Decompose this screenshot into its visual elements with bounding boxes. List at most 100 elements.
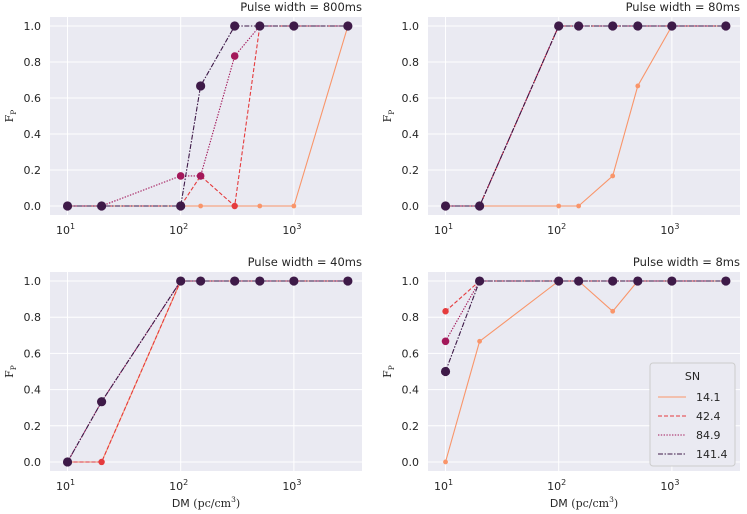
y-tick-label: 0.0 [402,456,420,469]
data-point-84.9 [176,172,185,180]
x-tick-exponent: 3 [296,478,301,487]
y-tick-label: 0.8 [24,311,42,324]
x-tick-base: 10 [169,480,183,493]
legend-entry-14.1: 14.1 [696,391,721,404]
y-axis-label-subscript: P [387,110,396,115]
data-point-141.4 [440,366,451,377]
series-line-14.1 [445,25,726,207]
x-tick-base: 10 [660,224,674,237]
x-tick-exponent: 3 [674,478,679,487]
x-tick-exponent: 1 [448,222,453,231]
y-axis-label-main: F [3,370,16,378]
data-point-84.9 [230,52,239,60]
x-tick-label: 103 [282,222,301,237]
x-tick-base: 10 [282,480,296,493]
y-tick-label: 0.0 [24,200,42,213]
data-point-141.4 [176,276,186,286]
x-tick-base: 10 [434,480,448,493]
x-tick-label: 101 [56,222,75,237]
x-tick-label: 102 [547,222,566,237]
y-tick-label: 0.0 [402,200,420,213]
x-tick-base: 10 [56,480,70,493]
y-tick-label: 0.2 [24,164,42,177]
x-tick-exponent: 2 [183,478,188,487]
x-tick-label: 101 [434,478,453,493]
y-axis-label: FP [381,365,396,378]
data-point-141.4 [343,276,353,286]
data-point-141.4 [196,276,206,286]
data-point-42.4 [442,308,449,315]
data-point-14.1 [576,203,582,209]
x-tick-base: 10 [56,224,70,237]
series-line-141.4 [67,25,348,207]
legend-title: SN [685,370,700,383]
data-point-42.4 [98,458,105,466]
data-point-141.4 [721,21,731,31]
data-point-141.4 [289,276,299,286]
x-tick-base: 10 [547,224,561,237]
data-point-141.4 [554,276,564,286]
x-tick-exponent: 1 [70,478,75,487]
data-point-141.4 [255,276,265,286]
panel-title: Pulse width = 40ms [248,255,362,269]
legend: SN 14.1 42.4 84.9 141.4 [649,362,736,467]
data-point-141.4 [230,276,240,286]
data-point-141.4 [96,201,107,211]
data-point-14.1 [610,308,616,314]
x-tick-label: 101 [56,478,75,493]
data-point-141.4 [554,21,564,31]
x-axis-label-unit-superscript: 3 [231,495,236,504]
legend-entry-84.9: 84.9 [696,429,721,442]
x-axis-label: DM (pc/cm3) [172,495,240,510]
x-tick-label: 103 [282,478,301,493]
y-tick-label: 0.6 [24,92,42,105]
y-tick-label: 1.0 [402,20,420,33]
data-point-14.1 [291,203,297,209]
x-tick-base: 10 [434,224,448,237]
y-axis-label: FP [3,110,18,123]
panel-title: Pulse width = 8ms [633,255,740,269]
panel-title: Pulse width = 80ms [626,0,740,14]
series-line-141.4 [445,25,726,207]
data-point-14.1 [198,203,204,209]
data-point-141.4 [343,21,353,31]
y-tick-label: 0.8 [402,56,420,69]
data-point-141.4 [574,21,584,31]
data-point-141.4 [62,457,73,467]
x-tick-base: 10 [169,224,183,237]
x-tick-exponent: 2 [561,478,566,487]
x-tick-base: 10 [547,480,561,493]
x-tick-label: 102 [169,222,188,237]
x-axis-label-main: DM [172,497,193,510]
x-tick-base: 10 [282,224,296,237]
y-tick-label: 1.0 [402,275,420,288]
x-axis-label: DM (pc/cm3) [550,495,618,510]
data-point-141.4 [255,21,265,31]
series-line-141.4 [444,280,726,372]
x-axis-label-unit: (pc/cm [193,497,231,510]
y-axis-label: FP [381,110,396,123]
plot-area [50,272,362,471]
x-tick-label: 102 [169,478,188,493]
data-point-14.1 [477,338,482,344]
y-tick-label: 0.0 [24,456,42,469]
data-point-141.4 [96,397,107,407]
data-point-141.4 [633,21,643,31]
y-axis-label: FP [3,365,18,378]
plot-area [50,17,362,215]
data-point-141.4 [289,21,299,31]
data-point-141.4 [176,201,186,211]
x-axis-label-unit-end: ) [614,497,618,510]
data-point-14.1 [257,203,263,209]
x-tick-label: 103 [660,478,679,493]
y-tick-label: 0.6 [402,347,420,360]
y-tick-label: 1.0 [24,275,42,288]
data-point-141.4 [608,21,618,31]
x-tick-base: 10 [660,480,674,493]
data-point-42.4 [231,202,238,210]
x-tick-label: 103 [660,222,679,237]
